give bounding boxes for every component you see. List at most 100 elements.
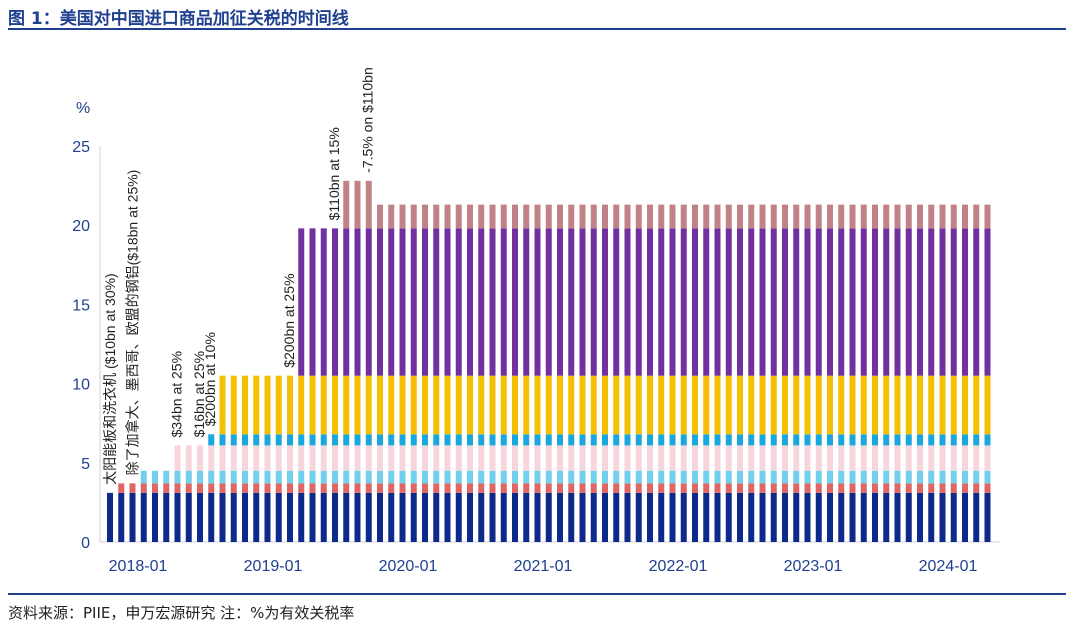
bar-segment [332,445,338,471]
bar-segment [377,470,383,484]
bar-segment [703,470,710,484]
bar-segment [928,492,935,542]
bar-segment [399,492,406,542]
bar-segment [692,492,698,542]
bar-segment [422,492,428,542]
bar-segment [860,228,867,376]
bar-segment [973,228,980,376]
bar-segment [962,204,968,229]
y-tick-label: 10 [72,377,90,394]
bar-segment [759,470,766,484]
bar-segment [534,204,541,229]
bar-segment [253,470,260,484]
bar-segment [444,228,451,376]
bar-segment [748,204,755,229]
bar-segment [365,180,372,229]
bar-segment [770,445,777,471]
bar-segment [860,483,867,493]
bar-segment [984,483,991,493]
bar-segment [759,228,766,376]
bar-segment [894,375,901,435]
bar-segment [725,434,732,446]
bar-segment [883,375,890,435]
bar-segment [725,204,732,229]
bar-segment [365,483,372,493]
bar-segment [624,492,631,542]
bar-segment [905,228,912,376]
bar-segment [928,204,935,229]
bar-segment [410,470,417,484]
bar-segment [793,204,800,229]
y-tick-label: 5 [81,456,90,473]
bar-segment [782,492,788,542]
bar-segment [320,228,327,376]
bar-segment [838,470,845,484]
bar-segment [512,204,518,229]
bar-segment [512,492,518,542]
bar-segment [377,445,383,471]
bar-segment [669,470,676,484]
bar-segment [647,204,653,229]
bar-segment [377,204,383,229]
bar-segment [838,204,845,229]
annotation: $200bn at 25% [281,273,297,367]
bar-segment [332,375,338,435]
bar-segment [680,204,687,229]
bar-segment [129,483,136,493]
bar-segment [894,434,901,446]
bar-segment [950,483,957,493]
bar-segment [647,228,653,376]
bar-segment [602,492,608,542]
bar-segment [827,204,833,229]
bar-segment [197,492,203,542]
bar-segment [917,228,923,376]
bar-segment [939,483,946,493]
x-tick-label: 2018-01 [109,558,168,575]
bar-segment [838,375,845,435]
bar-segment [298,445,305,471]
bar-segment [219,375,226,435]
bar-segment [388,434,395,446]
bar-segment [579,434,586,446]
bar-segment [433,470,440,484]
bar-segment [714,483,721,493]
bar-segment [973,445,980,471]
bar-segment [343,228,350,376]
bar-segment [298,375,305,435]
bar-segment [489,375,496,435]
bar-segment [500,434,507,446]
bar-segment [118,483,125,493]
bar-segment [804,470,811,484]
bar-segment [512,445,518,471]
bar-segment [725,492,732,542]
bar-segment [512,483,518,493]
bar-segment [253,375,260,435]
bar-segment [534,483,541,493]
bar-segment [950,228,957,376]
bar-segment [163,470,170,484]
bar-segment [624,204,631,229]
bar-segment [365,375,372,435]
bar-segment [692,470,698,484]
bar-segment [602,483,608,493]
bar-segment [343,470,350,484]
bar-segment [838,228,845,376]
bar-segment [962,445,968,471]
bar-segment [568,228,575,376]
bar-segment [714,445,721,471]
bar-segment [433,204,440,229]
bar-segment [905,434,912,446]
bar-segment [838,483,845,493]
bar-segment [849,204,856,229]
bar-segment [309,492,316,542]
annotation: $34bn at 25% [169,351,185,437]
bar-segment [905,204,912,229]
bar-segment [680,445,687,471]
bar-segment [669,204,676,229]
bar-segment [332,492,338,542]
bar-segment [793,228,800,376]
bar-segment [962,375,968,435]
bar-segment [680,228,687,376]
bar-segment [388,445,395,471]
bar-segment [714,434,721,446]
